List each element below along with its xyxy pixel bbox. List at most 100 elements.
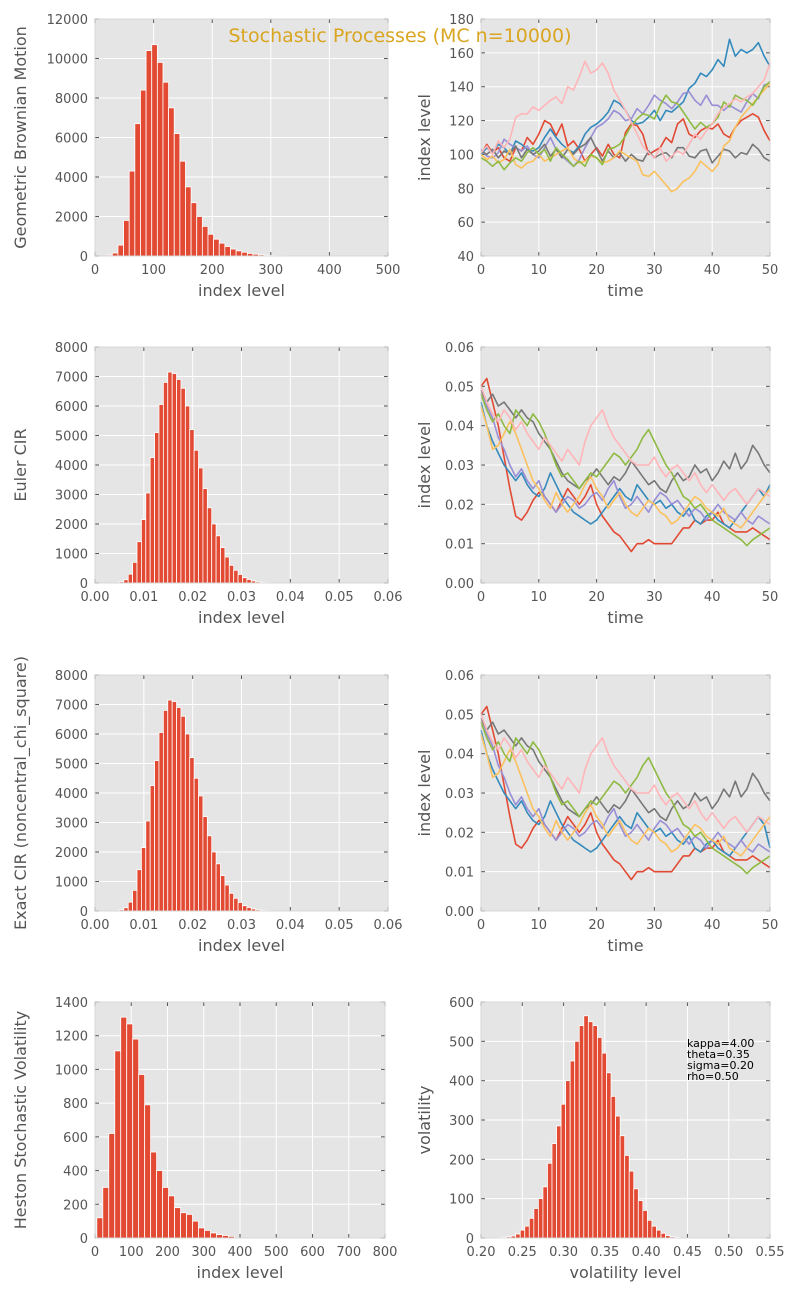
histogram-bar	[235, 250, 243, 257]
y-axis-label: Heston Stochastic Volatility	[11, 1011, 30, 1230]
y-tick-label: 0.06	[445, 341, 474, 356]
histogram-bar	[167, 699, 173, 912]
histogram-bar	[597, 1037, 603, 1239]
histogram-bar	[189, 429, 195, 584]
histogram-bar	[96, 1217, 104, 1239]
histogram-bar	[151, 44, 158, 257]
y-tick-label: 200	[449, 1153, 474, 1168]
histogram-bar	[180, 715, 186, 912]
y-tick-label: 2000	[55, 846, 88, 861]
histogram-bar	[174, 1207, 181, 1239]
y-tick-label: 0	[80, 905, 88, 920]
y-tick-label: 7000	[55, 371, 88, 386]
x-tick-label: 0.05	[325, 918, 354, 933]
plot-frame	[94, 1001, 386, 1239]
histogram-bar	[136, 541, 142, 584]
histogram-bar	[123, 579, 129, 584]
histogram-bar	[207, 233, 215, 257]
x-tick-label: 50	[762, 263, 779, 278]
histogram-bar	[144, 1104, 152, 1239]
histogram-bar	[192, 1220, 199, 1239]
series-line-1	[480, 113, 771, 162]
x-tick-label: 0.45	[673, 1245, 702, 1260]
histogram-bar	[140, 847, 147, 912]
histogram-bar	[102, 1187, 110, 1239]
y-tick-label: 160	[449, 47, 474, 62]
histogram-bar	[108, 1133, 116, 1239]
histogram-bar	[211, 851, 217, 912]
histogram-bar	[228, 892, 235, 912]
y-tick-label: 400	[449, 1075, 474, 1090]
histogram-bar	[528, 1217, 535, 1239]
histogram-bar	[117, 244, 124, 257]
histogram-bar	[201, 225, 209, 257]
histogram-bar	[537, 1198, 544, 1239]
histogram-bar	[246, 907, 252, 912]
histogram-bar	[246, 579, 252, 584]
series-line-1	[480, 377, 771, 553]
series-line-6	[480, 393, 771, 547]
x-axis-label: index level	[198, 281, 285, 300]
histogram-bar	[158, 732, 164, 912]
histogram-bar	[218, 242, 226, 257]
x-tick-label: 0.02	[178, 590, 207, 605]
histogram-bar	[111, 252, 119, 257]
y-tick-label: 2000	[55, 518, 88, 533]
histogram-bar	[551, 1143, 557, 1239]
histogram-bar	[533, 1208, 539, 1239]
y-tick-label: 2000	[55, 211, 88, 226]
y-tick-label: 300	[449, 1114, 474, 1129]
series-line-7	[480, 714, 771, 834]
y-tick-label: 0	[466, 1232, 474, 1247]
histogram-bar	[154, 432, 160, 584]
histogram-bar	[184, 405, 191, 584]
histogram-bar	[615, 1115, 621, 1239]
chart-panel-8: 0.20 0.25 0.30 0.35 0.40 0.45 0.50 0.55 0 100 200 3…	[415, 996, 784, 1282]
y-tick-label: 3000	[55, 489, 88, 504]
histogram-bar	[193, 449, 199, 584]
y-tick-label: 8000	[55, 341, 88, 356]
x-tick-label: 20	[588, 263, 605, 278]
histogram-bar	[202, 488, 208, 584]
histogram-bar	[196, 216, 203, 257]
x-tick-label: 10	[531, 918, 548, 933]
x-tick-label: 0.25	[508, 1245, 537, 1260]
x-tick-label: 0	[91, 1245, 99, 1260]
parameter-annotation: rho=0.50	[687, 1070, 739, 1083]
histogram-bar	[185, 186, 192, 257]
series-line-5	[480, 733, 771, 857]
x-tick-label: 40	[704, 918, 721, 933]
x-axis-label: time	[607, 936, 643, 955]
x-tick-label: 0	[477, 263, 485, 278]
histogram-bar	[241, 251, 248, 257]
histogram-bar	[156, 62, 164, 257]
y-tick-label: 0.05	[445, 708, 474, 723]
y-tick-label: 0.05	[445, 380, 474, 395]
y-tick-label: 0	[80, 250, 88, 265]
series-line-2	[480, 401, 771, 529]
x-axis-label: volatility level	[570, 1263, 682, 1282]
chart-panel-2: 0 10 20 30 40 50 40 60 80 100 120 140 160 180 time inde…	[415, 13, 778, 300]
histogram-bar	[204, 1230, 211, 1239]
y-axis-label: Exact CIR (noncentral_chi_square)	[11, 656, 31, 930]
histogram-bar	[168, 107, 175, 257]
x-tick-label: 300	[258, 263, 283, 278]
histogram-bar	[128, 170, 136, 257]
x-tick-label: 30	[646, 590, 663, 605]
histogram-bar	[660, 1232, 666, 1239]
histogram-bar	[524, 1225, 530, 1239]
x-tick-label: 200	[200, 263, 225, 278]
histogram-bar	[132, 889, 138, 912]
y-axis-label: index level	[415, 750, 434, 837]
x-axis-label: index level	[197, 1263, 284, 1282]
histogram-bar	[601, 1052, 607, 1239]
x-tick-label: 10	[531, 590, 548, 605]
histogram-bar	[624, 1155, 630, 1239]
y-tick-label: 0.01	[445, 866, 474, 881]
y-tick-label: 1000	[55, 1063, 88, 1078]
series-line-6	[480, 721, 771, 875]
histogram-bar	[167, 371, 173, 584]
x-tick-label: 50	[762, 918, 779, 933]
series-line-4	[480, 717, 771, 822]
